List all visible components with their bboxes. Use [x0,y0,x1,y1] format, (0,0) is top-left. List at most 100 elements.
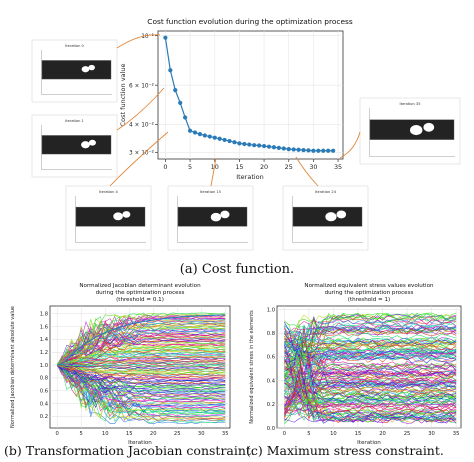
cost-point [266,144,272,149]
chart-title-line: Normalized equivalent stress values evol… [304,283,434,289]
thumbnail-title: Iteration 24 [315,190,337,194]
jacobian-element-curve [56,327,226,365]
jacobian-y-tick-label: 1.2 [40,350,48,356]
stress-element-curve [284,322,457,400]
jacobian-x-tick-label: 30 [198,431,205,437]
cost-x-tick-label: 5 [188,163,192,171]
cost-x-tick-label: 35 [334,163,342,171]
hole [410,124,423,136]
iteration-thumbnail: Iteration 0 [31,39,118,103]
mesh-domain-border [41,60,112,80]
jacobian-element-curve [57,347,226,365]
cost-x-tick-label: 0 [163,163,167,171]
jacobian-element-curve [57,335,226,367]
hole [88,139,96,146]
jacobian-element-curve [57,365,226,371]
jacobian-element-curve [57,364,226,389]
stress-element-curve [284,369,457,413]
jacobian-y-tick-label: 1.8 [40,312,48,318]
stress-x-tick-label: 10 [330,431,337,437]
jacobian-element-curve [57,363,226,413]
mesh-domain [42,135,111,155]
cost-y-tick-label: 4 × 10⁻² [129,122,154,129]
jacobian-element-curve [57,350,226,366]
cost-x-axis-label: Iteration [236,173,264,181]
stress-element-curve [284,378,457,416]
cost-point [222,137,227,143]
hole [81,66,90,73]
stress-element-curve [284,315,457,378]
cost-point [202,133,207,138]
stress-element-curve [284,320,457,334]
jacobian-y-tick-label: 1.6 [40,324,48,330]
stress-element-curve [284,341,457,373]
stress-element-curve [284,348,457,371]
mesh-domain [76,207,145,227]
iteration-thumbnail: Iteration 24 [282,185,369,251]
stress-element-curve [284,324,457,352]
stress-element-curve [284,313,457,377]
jacobian-element-curve [57,358,226,366]
caption-b: (b) Transformation Jacobian constraint. [4,443,255,458]
jacobian-y-tick-label: 0.2 [40,414,48,420]
link-arrow [339,131,361,159]
jacobian-element-curve [57,365,226,419]
jacobian-element-curve [57,337,226,366]
stress-y-tick-label: 0.6 [267,355,275,361]
stress-element-curve [284,333,457,345]
jacobian-x-tick-label: 35 [222,431,229,437]
jacobian-element-curve [57,354,226,365]
cost-plot-frame [157,30,344,160]
cost-point [237,141,242,146]
stress-element-curve [284,352,457,364]
cost-point [163,35,168,40]
cost-y-tick-label: 6 × 10⁻² [129,82,154,89]
hole [113,212,123,221]
stress-x-tick-label: 25 [404,431,411,437]
jacobian-element-curve [57,365,226,405]
link-arrow [116,87,165,131]
jacobian-x-tick-label: 10 [102,431,109,437]
jacobian-element-curve [57,364,226,374]
caption-c: (c) Maximum stress constraint. [246,443,444,458]
cost-point [178,100,183,105]
jacobian-element-curve [57,364,226,393]
stress-element-curve [284,396,457,420]
jacobian-element-curve [57,335,226,366]
jacobian-element-curve [57,364,226,387]
stress-element-curve [284,313,457,343]
cost-point [217,136,222,141]
stress-element-curve [284,370,457,392]
mesh-domain-border [75,206,146,227]
cost-point [232,140,237,145]
cost-point [187,128,193,133]
iteration-thumbnail: Iteration 1 [31,114,118,178]
jacobian-element-curve [56,364,226,416]
jacobian-element-curve [56,312,226,366]
cost-point [242,141,247,147]
jacobian-element-curve [57,364,226,395]
cost-x-tick-label: 20 [260,163,268,171]
jacobian-plot-frame [49,305,231,429]
jacobian-element-curve [57,360,226,367]
jacobian-element-curve [57,359,226,366]
jacobian-element-curve [57,363,226,381]
chart-title-line: Normalized Jacobian determinant evolutio… [79,283,201,289]
stress-element-curve [284,325,457,349]
cost-point [331,148,336,153]
stress-y-tick-label: 0.4 [267,378,276,384]
stress-element-curve [284,368,457,393]
stress-element-curve [284,333,457,388]
cost-y-tick-label: 3 × 10⁻² [129,150,154,157]
jacobian-element-curve [57,364,226,417]
cost-point [306,148,311,153]
cost-point [286,147,291,152]
hole [210,212,222,222]
cost-point [197,132,203,137]
cost-point [192,130,198,135]
cost-point [271,145,277,150]
mesh-domain-border [292,206,363,227]
cost-point [257,143,262,148]
jacobian-element-curve [57,313,226,365]
stress-element-curve [284,365,457,409]
